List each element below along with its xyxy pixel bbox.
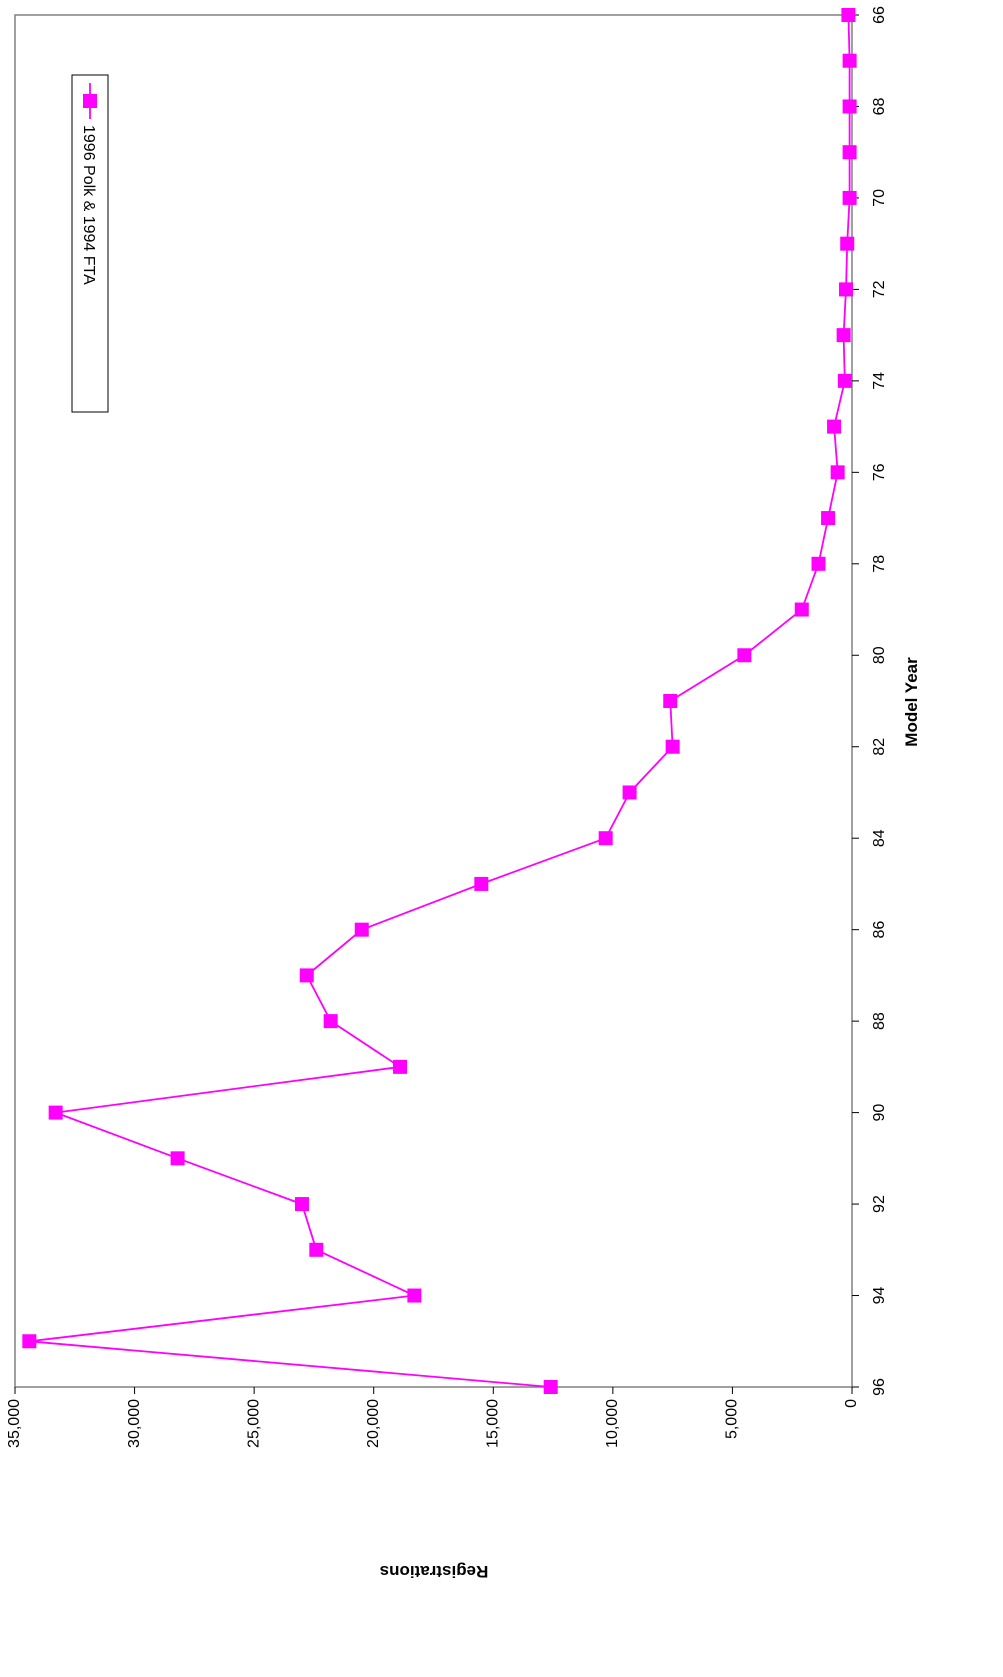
data-point <box>309 1242 324 1257</box>
y-tick-label: 0 <box>843 1399 860 1408</box>
data-point <box>837 373 852 388</box>
x-tick-label: 90 <box>871 1104 888 1122</box>
data-point <box>821 511 836 526</box>
axes: 96 94 92 90 88 86 84 82 80 78 76 74 72 70 68 66 0 5,000 10… <box>6 6 888 1448</box>
data-point <box>842 53 857 68</box>
x-tick-label: 96 <box>871 1378 888 1396</box>
data-point <box>794 602 809 617</box>
x-tick-label: 70 <box>871 189 888 207</box>
y-tick-label: 25,000 <box>245 1399 262 1448</box>
data-point <box>841 8 856 22</box>
data-point <box>294 1197 309 1212</box>
data-point <box>170 1151 185 1166</box>
legend-box <box>71 74 109 413</box>
data-point <box>842 145 857 160</box>
x-tick-label: 74 <box>871 372 888 390</box>
y-tick-label: 20,000 <box>365 1399 382 1448</box>
legend: 1996 Polk & 1994 FTA <box>71 74 109 413</box>
legend-entry: 1996 Polk & 1994 FTA <box>80 125 97 285</box>
y-tick-label: 10,000 <box>604 1399 621 1448</box>
data-point <box>840 236 855 251</box>
x-tick-label: 68 <box>871 97 888 115</box>
y-axis-title: Registrations <box>380 1562 489 1581</box>
series-layer <box>22 8 857 1394</box>
data-point <box>354 922 369 937</box>
x-tick-label: 92 <box>871 1195 888 1213</box>
data-point <box>737 648 752 663</box>
data-point <box>622 785 637 800</box>
y-tick-label: 30,000 <box>126 1399 143 1448</box>
data-point <box>827 419 842 434</box>
data-point <box>323 1014 338 1029</box>
data-point <box>393 1059 408 1074</box>
data-point <box>842 99 857 114</box>
data-point <box>663 694 678 708</box>
data-point <box>665 739 680 754</box>
data-point <box>811 556 826 571</box>
x-tick-label: 80 <box>871 646 888 664</box>
data-point <box>830 465 845 480</box>
x-tick-label: 84 <box>871 829 888 847</box>
y-tick-label: 35,000 <box>6 1399 23 1448</box>
x-axis-title: Model Year <box>902 657 921 747</box>
data-point <box>839 282 854 297</box>
x-tick-label: 66 <box>871 6 888 24</box>
y-tick-label: 5,000 <box>724 1399 741 1439</box>
data-point <box>22 1334 37 1349</box>
y-tick-label: 15,000 <box>485 1399 502 1448</box>
data-point <box>842 190 857 205</box>
data-point <box>407 1288 422 1303</box>
data-point <box>598 831 613 846</box>
x-tick-label: 88 <box>871 1012 888 1030</box>
legend-marker <box>83 94 97 108</box>
x-tick-label: 76 <box>871 463 888 481</box>
data-point <box>48 1105 63 1120</box>
x-tick-label: 72 <box>871 280 888 298</box>
x-tick-label: 86 <box>871 921 888 939</box>
x-tick-label: 78 <box>871 555 888 573</box>
plot-area <box>14 14 853 1388</box>
data-point <box>299 968 314 983</box>
data-point <box>474 876 489 891</box>
x-tick-label: 82 <box>871 738 888 756</box>
data-point <box>543 1380 558 1394</box>
x-tick-label: 94 <box>871 1287 888 1305</box>
data-point <box>836 328 851 343</box>
